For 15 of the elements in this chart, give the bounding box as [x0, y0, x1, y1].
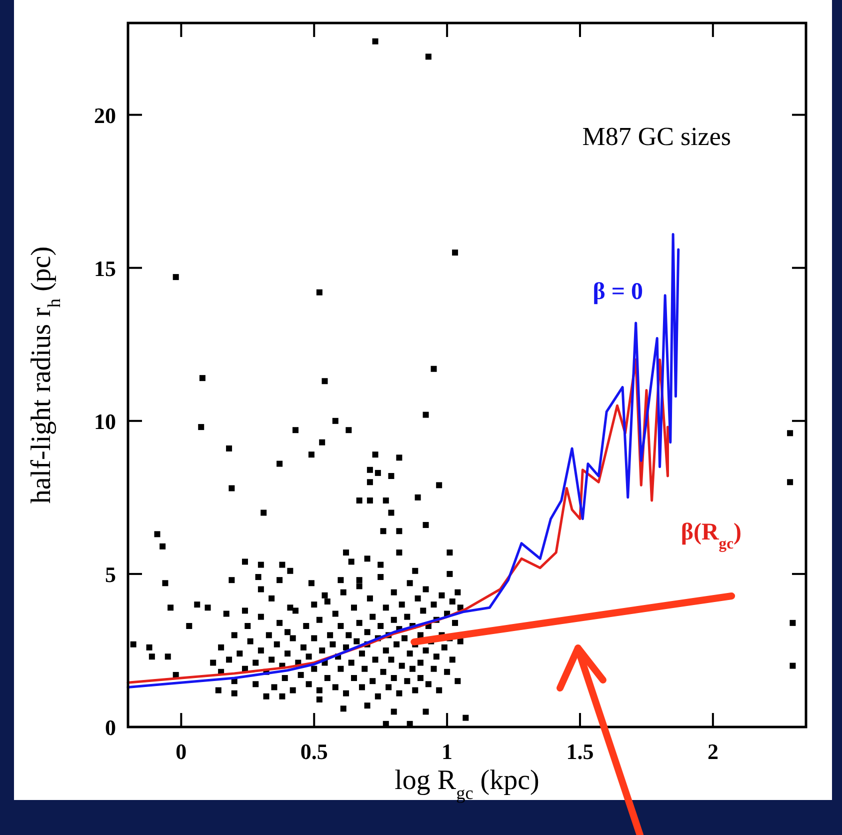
x-axis-title: log R$_{gc}$ (kpc)	[394, 765, 540, 803]
y-tick-label: 15	[94, 256, 116, 281]
y-tick-label: 0	[105, 715, 116, 740]
y-tick-label: 5	[105, 562, 116, 587]
x-tick-label: 0.5	[300, 739, 328, 764]
x-tick-label: 1.5	[566, 739, 594, 764]
x-tick-label: 0	[176, 739, 187, 764]
series-label: β = 0	[592, 279, 644, 306]
x-tick-label: 2	[707, 739, 718, 764]
text: M87 GC sizes	[582, 122, 731, 151]
y-tick-label: 10	[94, 408, 116, 434]
series-label: β(R$_{gc}$)	[680, 520, 742, 552]
x-tick-label: 1	[442, 739, 453, 764]
line-series	[126, 232, 680, 688]
y-tick-label: 20	[94, 102, 116, 128]
